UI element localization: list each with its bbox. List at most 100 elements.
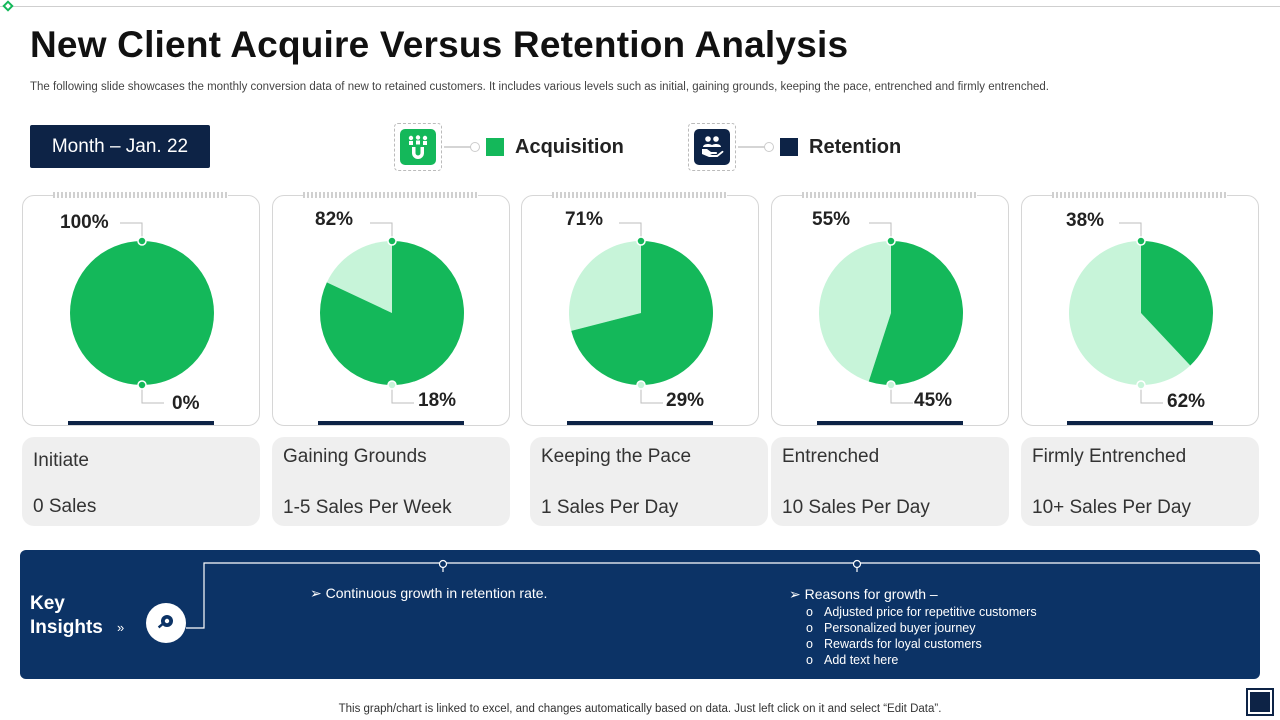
- acquisition-slice: [571, 241, 713, 385]
- card-hatch: [53, 192, 228, 198]
- stage-sales: 10+ Sales Per Day: [1032, 497, 1191, 518]
- retention-pct-label: 62%: [1167, 391, 1206, 412]
- stage-sales: 1 Sales Per Day: [541, 497, 679, 518]
- card-hatch: [1052, 192, 1227, 198]
- acquisition-pct-label: 100%: [60, 212, 109, 233]
- stage-initiate: Initiate 0 Sales: [22, 437, 260, 526]
- acquisition-leader-line: [869, 222, 892, 241]
- acquisition-leader-line: [120, 222, 143, 241]
- pie-card-gaining-grounds: 82% 18%: [272, 192, 510, 426]
- card-bottom-bar: [68, 421, 214, 425]
- card-hatch: [303, 192, 478, 198]
- card-bottom-bar: [567, 421, 713, 425]
- retention-swatch: [780, 138, 798, 156]
- insight-sub-item: o Rewards for loyal customers: [806, 636, 1037, 652]
- card-bottom-bar: [1067, 421, 1213, 425]
- retention-slice: [326, 241, 392, 313]
- legend-acquisition: Acquisition: [394, 122, 624, 172]
- insights-title: Key Insights: [30, 592, 103, 640]
- page-title: New Client Acquire Versus Retention Anal…: [30, 24, 849, 65]
- acquisition-marker: [636, 236, 646, 246]
- pie-chart-gaining-grounds: [320, 222, 464, 404]
- page-subtitle: The following slide showcases the monthl…: [30, 81, 1049, 93]
- retention-leader-line: [640, 385, 663, 404]
- month-badge: Month – Jan. 22: [30, 125, 210, 168]
- sub-item-text: Personalized buyer journey: [824, 621, 976, 635]
- stage-name: Keeping the Pace: [541, 446, 692, 467]
- pie-chart-entrenched: [818, 222, 963, 404]
- stage-gaining-grounds: Gaining Grounds 1-5 Sales Per Week: [272, 437, 510, 526]
- insights-title-line2: Insights: [30, 617, 103, 638]
- insight-sub-list: o Adjusted price for repetitive customers…: [806, 604, 1037, 668]
- sub-bullet-marker: o: [806, 653, 813, 667]
- acquisition-marker: [137, 236, 147, 246]
- retention-marker: [137, 380, 147, 390]
- stage-sales: 10 Sales Per Day: [782, 497, 930, 518]
- card-bottom-bar: [817, 421, 963, 425]
- stage-firmly-entrenched: Firmly Entrenched 10+ Sales Per Day: [1021, 437, 1259, 526]
- insight-sub-item: o Add text here: [806, 652, 1037, 668]
- card-hatch: [552, 192, 727, 198]
- insight-sub-item: o Adjusted price for repetitive customers: [806, 604, 1037, 620]
- retention-slice: [569, 241, 641, 331]
- retention-leader-line: [890, 385, 913, 404]
- retention-leader-line: [391, 385, 414, 404]
- retention-pct-label: 29%: [666, 390, 705, 411]
- stage-name: Gaining Grounds: [283, 446, 427, 467]
- retention-pct-label: 18%: [418, 390, 457, 411]
- sub-bullet-marker: o: [806, 621, 813, 635]
- insight-sub-item: o Personalized buyer journey: [806, 620, 1037, 636]
- acquisition-marker: [886, 236, 896, 246]
- card-bottom-bar: [318, 421, 464, 425]
- double-arrow-icon: »: [117, 620, 125, 635]
- legend-connector: [444, 142, 480, 152]
- pie-chart-firmly-entrenched: [1069, 222, 1213, 404]
- insights-connector-lines: [186, 559, 1260, 629]
- acquisition-marker: [387, 236, 397, 246]
- stage-sales: 1-5 Sales Per Week: [283, 497, 452, 518]
- sub-item-text: Rewards for loyal customers: [824, 637, 982, 651]
- acquisition-pct-label: 82%: [315, 209, 354, 230]
- retention-leader-line: [1140, 385, 1163, 404]
- acquisition-pct-label: 71%: [565, 209, 604, 230]
- pie-chart-keeping-the-pace: [569, 222, 713, 404]
- key-insight-icon: [146, 603, 186, 643]
- corner-diamond-mark: [2, 0, 14, 12]
- stage-sales: 0 Sales: [33, 496, 97, 517]
- insights-title-line1: Key: [30, 593, 65, 614]
- acquisition-slice: [320, 241, 464, 385]
- pie-chart-initiate: [70, 222, 214, 404]
- acquisition-swatch: [486, 138, 504, 156]
- sub-bullet-marker: o: [806, 637, 813, 651]
- retention-marker: [636, 380, 646, 390]
- stage-name: Firmly Entrenched: [1032, 446, 1187, 467]
- pie-card-initiate: 100% 0%: [22, 192, 260, 426]
- acquisition-slice: [1141, 241, 1213, 366]
- stage-name: Entrenched: [782, 446, 880, 467]
- sub-item-text: Adjusted price for repetitive customers: [824, 605, 1037, 619]
- acquisition-leader-line: [370, 222, 393, 241]
- retention-marker: [886, 380, 896, 390]
- acquisition-slice: [868, 241, 963, 385]
- retention-marker: [1136, 380, 1146, 390]
- retention-pct-label: 0%: [172, 393, 200, 414]
- key-insights-panel: Key Insights » ➢ Continuous growth in re…: [20, 550, 1260, 679]
- pie-card-entrenched: 55% 45%: [771, 192, 1009, 426]
- sub-item-text: Add text here: [824, 653, 899, 667]
- legend-icon-frame: [688, 123, 736, 171]
- acquisition-pct-label: 38%: [1066, 210, 1105, 231]
- corner-square-mark: [1246, 688, 1274, 716]
- retention-slice: [818, 241, 891, 382]
- handshake-people-icon: [694, 129, 730, 165]
- insight-point-1: ➢ Continuous growth in retention rate.: [310, 585, 548, 601]
- legend-connector: [738, 142, 774, 152]
- pie-card-keeping-the-pace: 71% 29%: [521, 192, 759, 426]
- card-hatch: [802, 192, 977, 198]
- retention-leader-line: [141, 385, 164, 404]
- legend-icon-frame: [394, 123, 442, 171]
- retention-pct-label: 45%: [914, 390, 953, 411]
- legend-retention-label: Retention: [809, 135, 902, 158]
- sub-bullet-marker: o: [806, 605, 813, 619]
- acquisition-pct-label: 55%: [812, 209, 851, 230]
- legend-acquisition-label: Acquisition: [515, 135, 624, 158]
